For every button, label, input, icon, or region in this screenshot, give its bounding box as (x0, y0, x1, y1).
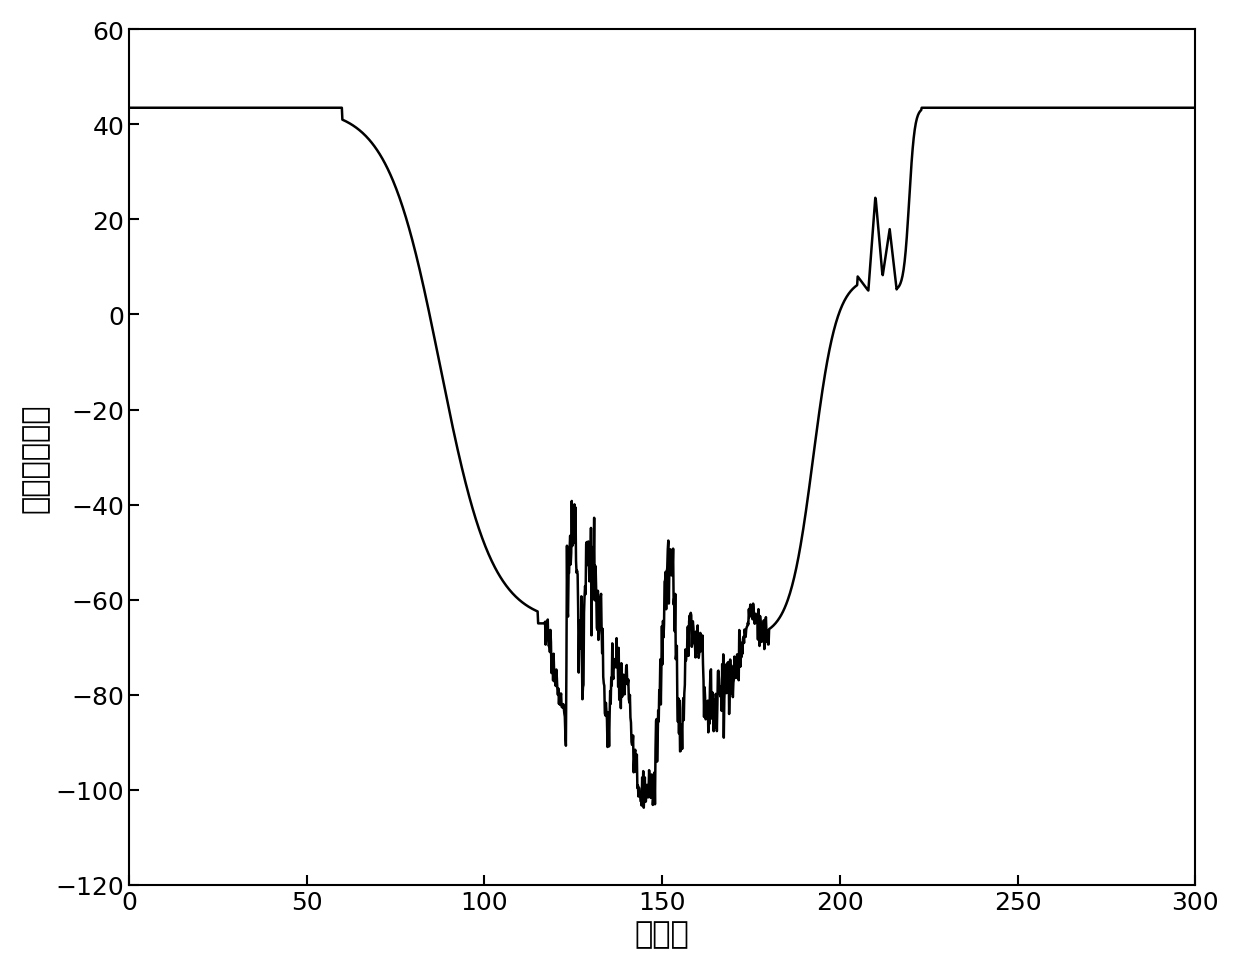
X-axis label: 采样点: 采样点 (635, 920, 689, 949)
Y-axis label: 理想补偶功率: 理想补偶功率 (21, 403, 50, 513)
